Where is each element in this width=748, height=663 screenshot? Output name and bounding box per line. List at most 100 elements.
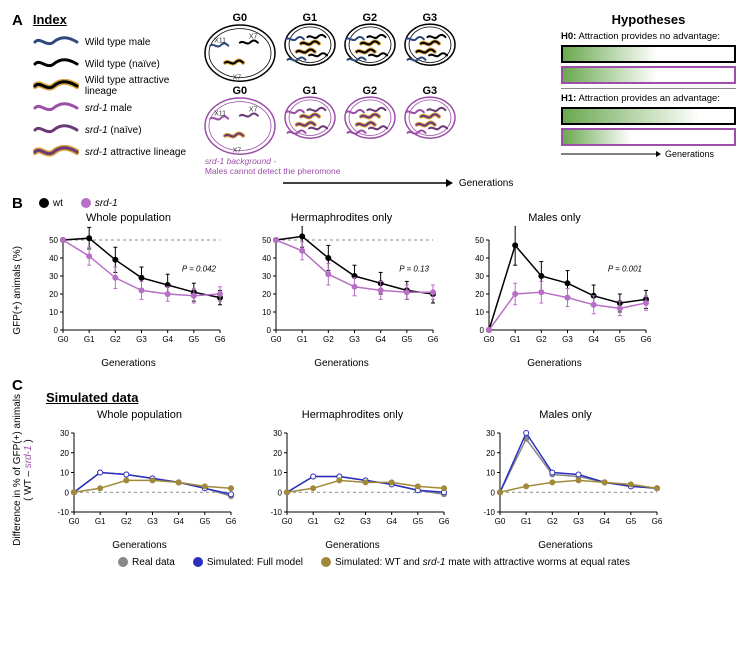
h0-label: H0:	[561, 31, 576, 42]
index-item-label: srd-1 attractive lineage	[85, 147, 186, 158]
chart: 01020304050G0G1G2G3G4G5G6P = 0.13	[244, 226, 439, 356]
worm-icon	[33, 145, 79, 159]
svg-text:X7: X7	[232, 75, 241, 82]
svg-text:40: 40	[49, 254, 58, 263]
svg-text:-10: -10	[483, 508, 495, 517]
svg-text:50: 50	[262, 236, 271, 245]
h1-srd-bar	[561, 128, 736, 146]
svg-text:10: 10	[486, 468, 495, 477]
chart-title: Males only	[539, 409, 592, 421]
chart-title: Whole population	[86, 212, 171, 224]
svg-text:G2: G2	[536, 335, 547, 344]
index-column: Index Wild type male Wild type (naïve) Wil…	[33, 12, 193, 189]
svg-text:10: 10	[49, 308, 58, 317]
svg-text:G5: G5	[614, 335, 625, 344]
svg-text:G4: G4	[162, 335, 173, 344]
svg-text:20: 20	[49, 290, 58, 299]
svg-text:G1: G1	[308, 517, 319, 526]
svg-text:G2: G2	[334, 517, 345, 526]
svg-text:G1: G1	[95, 517, 106, 526]
legend-equal: Simulated: WT and srd-1 mate with attrac…	[335, 557, 630, 568]
h0-srd-bar	[561, 66, 736, 84]
h0-row: H0: Attraction provides no advantage:	[561, 31, 736, 42]
svg-text:G6: G6	[226, 517, 237, 526]
svg-text:-10: -10	[57, 508, 69, 517]
svg-text:30: 30	[475, 272, 484, 281]
petri-dish-icon	[343, 22, 397, 68]
index-title: Index	[33, 12, 193, 27]
panel-c-legend: Real data Simulated: Full model Simulate…	[12, 557, 736, 568]
petri-dish-icon	[403, 22, 457, 68]
svg-text:G2: G2	[110, 335, 121, 344]
svg-text:G4: G4	[386, 517, 397, 526]
legend-srd: srd-1	[95, 198, 118, 209]
petri-dish-icon	[343, 95, 397, 141]
chart: -100102030G0G1G2G3G4G5G6	[468, 423, 663, 538]
sim-title: Simulated data	[46, 390, 663, 405]
chart-wrap: Hermaphrodites only01020304050G0G1G2G3G4…	[244, 212, 439, 369]
panel-b-legend: wt srd-1	[39, 198, 118, 209]
h1-wt-bar	[561, 107, 736, 125]
chart: 01020304050G0G1G2G3G4G5G6P = 0.001	[457, 226, 652, 356]
svg-text:G5: G5	[199, 517, 210, 526]
index-item: Wild type (naïve)	[33, 53, 193, 75]
chart-xlabel: Generations	[538, 540, 592, 551]
svg-text:G3: G3	[360, 517, 371, 526]
index-item-label: Wild type (naïve)	[85, 59, 160, 70]
index-item-label: srd-1 (naïve)	[85, 125, 142, 136]
chart-wrap: Hermaphrodites only-100102030G0G1G2G3G4G…	[255, 409, 450, 551]
svg-text:10: 10	[475, 308, 484, 317]
svg-text:40: 40	[475, 254, 484, 263]
panel-b: B wt srd-1 GFP(+) animals (%) Whole popu…	[12, 195, 736, 369]
svg-text:0: 0	[267, 326, 272, 335]
svg-text:G6: G6	[439, 517, 450, 526]
svg-text:30: 30	[49, 272, 58, 281]
lineage-column: G0 X11X7X7 G1 G2 G3 G0 X11X7X7 G1 G2 G3 …	[203, 12, 551, 189]
svg-text:G3: G3	[349, 335, 360, 344]
worm-icon	[33, 57, 79, 71]
svg-text:50: 50	[475, 236, 484, 245]
index-item-label: Wild type male	[85, 37, 151, 48]
svg-text:30: 30	[60, 429, 69, 438]
legend-wt: wt	[53, 198, 63, 209]
svg-text:P = 0.13: P = 0.13	[399, 264, 429, 273]
svg-text:G2: G2	[323, 335, 334, 344]
svg-text:G0: G0	[495, 517, 506, 526]
svg-text:30: 30	[262, 272, 271, 281]
hypotheses-title: Hypotheses	[561, 12, 736, 27]
svg-text:G5: G5	[412, 517, 423, 526]
svg-text:P = 0.042: P = 0.042	[182, 264, 217, 273]
svg-text:G5: G5	[625, 517, 636, 526]
index-item: Wild type attractive lineage	[33, 75, 193, 97]
svg-text:G4: G4	[173, 517, 184, 526]
chart: -100102030G0G1G2G3G4G5G6	[42, 423, 237, 538]
svg-text:G0: G0	[58, 335, 69, 344]
index-item: srd-1 male	[33, 97, 193, 119]
petri-dish-icon	[283, 95, 337, 141]
h1-label: H1:	[561, 93, 576, 104]
svg-text:0: 0	[491, 488, 496, 497]
srd-note: srd-1 background -Males cannot detect th…	[205, 156, 551, 176]
index-item: srd-1 attractive lineage	[33, 141, 193, 163]
worm-icon	[33, 101, 79, 115]
chart-wrap: Whole population-100102030G0G1G2G3G4G5G6…	[42, 409, 237, 551]
index-item-label: Wild type attractive lineage	[85, 75, 193, 97]
svg-text:G1: G1	[510, 335, 521, 344]
h0-wt-bar	[561, 45, 736, 63]
chart-title: Males only	[528, 212, 581, 224]
chart-xlabel: Generations	[112, 540, 166, 551]
svg-text:G6: G6	[652, 517, 663, 526]
legend-real: Real data	[132, 557, 175, 568]
chart-xlabel: Generations	[527, 358, 581, 369]
h1-row: H1: Attraction provides an advantage:	[561, 93, 736, 104]
chart-xlabel: Generations	[101, 358, 155, 369]
svg-text:20: 20	[273, 449, 282, 458]
svg-text:G1: G1	[84, 335, 95, 344]
panel-c-label: C	[12, 377, 23, 394]
svg-text:G6: G6	[215, 335, 226, 344]
chart: 01020304050G0G1G2G3G4G5G6P = 0.042	[31, 226, 226, 356]
panel-b-label: B	[12, 195, 23, 212]
svg-text:G6: G6	[428, 335, 439, 344]
svg-text:G1: G1	[521, 517, 532, 526]
petri-dish-icon	[283, 22, 337, 68]
